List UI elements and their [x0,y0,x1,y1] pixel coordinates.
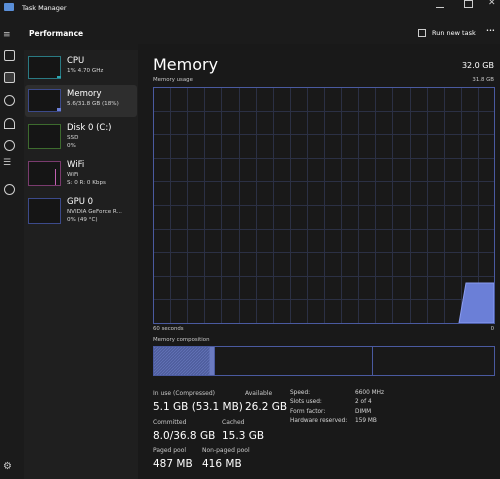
in-use-segment [153,346,210,376]
device-name: WiFi [67,160,85,170]
device-detail: S: 0 R: 0 Kbps [67,180,106,186]
device-list [24,50,138,479]
stat-value: 8.0/36.8 GB [153,430,216,442]
usage-label: Memory usage [153,77,193,83]
stat-label: Cached [222,419,245,426]
usage-max: 31.8 GB [472,77,494,83]
panel-total: 32.0 GB [461,61,494,70]
spec-label: Hardware reserved: [290,417,348,424]
services-icon[interactable] [4,184,15,195]
device-detail: 0% (49 °C) [67,217,98,223]
users-icon[interactable] [4,140,15,151]
device-name: Disk 0 (C:) [67,123,112,133]
disk-thumbnail [28,124,61,149]
device-name: Memory [67,89,102,99]
usage-graph [153,87,495,324]
spec-value: 2 of 4 [355,399,372,406]
device-name: CPU [67,56,85,66]
app-icon [4,3,14,11]
device-name: GPU 0 [67,197,94,207]
graph-border [153,87,495,324]
spec-value: 6600 MHz [355,390,384,396]
device-detail: 0% [67,143,76,149]
close-button[interactable]: ✕ [488,0,496,8]
performance-icon[interactable] [4,72,15,83]
settings-icon[interactable]: ⚙ [3,461,12,472]
device-detail: WiFi [67,172,79,178]
cpu-thumbnail [28,56,61,79]
history-icon[interactable] [4,95,15,106]
stat-label: In use (Compressed) [153,390,215,397]
details-icon[interactable]: ☰ [3,158,12,168]
stat-label: Paged pool [153,447,187,454]
stat-label: Available [245,390,273,397]
stat-value: 416 MB [202,458,242,470]
stat-label: Committed [153,419,187,426]
time-left: 60 seconds [153,326,184,332]
panel-title: Memory [153,55,219,74]
time-right: 0 [490,326,494,332]
graph-grid [153,87,495,324]
modified-segment [209,346,215,376]
maximize-button[interactable] [464,0,473,8]
startup-icon[interactable] [4,118,15,129]
main-panel [138,44,500,479]
stat-value: 5.1 GB (53.1 MB) [153,401,243,413]
device-detail: SSD [67,135,79,141]
memory-thumbnail [28,89,61,112]
run-task-icon[interactable] [418,29,426,37]
device-detail: NVIDIA GeForce R... [67,209,122,215]
processes-icon[interactable] [4,50,15,61]
device-detail: 5.6/31.8 GB (18%) [67,101,119,107]
minimize-button[interactable] [436,7,444,8]
run-new-task-button[interactable]: Run new task [432,29,476,37]
spec-value: 159 MB [355,417,377,424]
composition-bar [153,346,495,376]
menu-icon[interactable]: ≡ [3,30,11,40]
stat-value: 26.2 GB [245,401,288,413]
spec-label: Slots used: [290,399,322,406]
stat-label: Non-paged pool [202,447,250,454]
stat-value: 487 MB [153,458,193,470]
composition-label: Memory composition [153,337,210,343]
spec-label: Form factor: [290,408,326,415]
composition-border [153,346,495,376]
more-button[interactable]: ••• [486,28,495,34]
window-title: Task Manager [22,4,67,12]
wifi-thumbnail [28,161,61,186]
spec-value: DIMM [355,408,372,415]
spec-label: Speed: [290,390,311,396]
stat-value: 15.3 GB [222,430,265,442]
page-title: Performance [29,29,84,38]
device-detail: 1% 4.70 GHz [67,68,104,74]
usage-area [458,282,495,324]
gpu-thumbnail [28,198,61,224]
